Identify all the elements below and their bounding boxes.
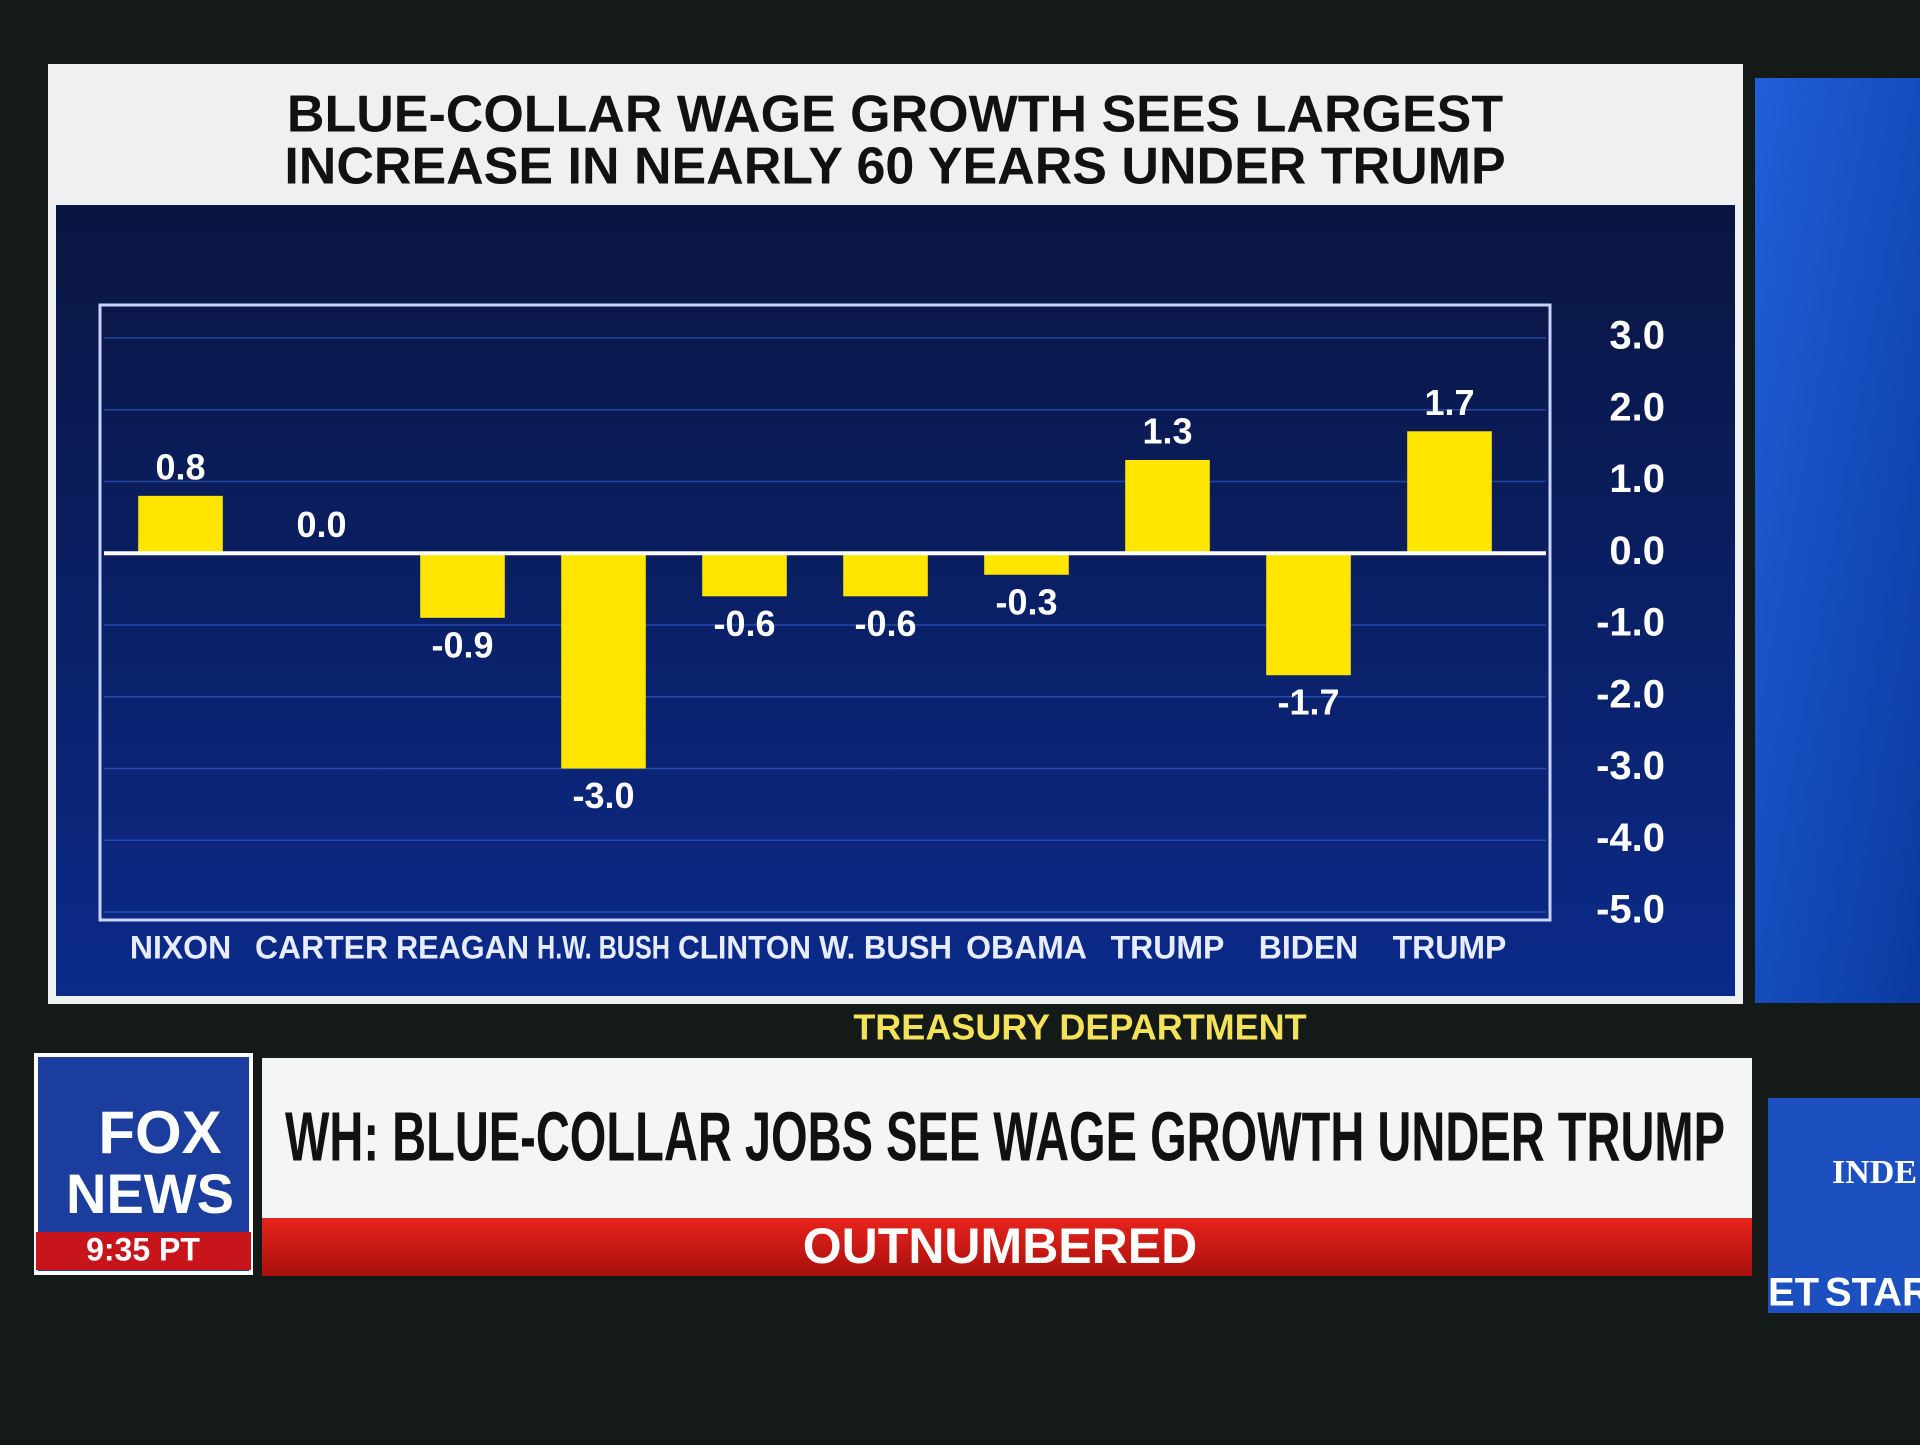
- headline-box: [262, 1058, 1752, 1218]
- side-promo: [1768, 1098, 1920, 1313]
- value-label: -3.0: [572, 775, 634, 816]
- y-tick-label: 0.0: [1609, 529, 1665, 573]
- x-tick-label: NIXON: [130, 929, 231, 965]
- bar: [702, 553, 787, 597]
- value-label: 1.7: [1424, 382, 1474, 423]
- side-panel: [1755, 78, 1920, 1003]
- bar: [1266, 553, 1351, 676]
- value-label: -1.7: [1277, 682, 1339, 723]
- x-tick-label: OBAMA: [966, 929, 1087, 965]
- bar: [1407, 431, 1492, 554]
- y-tick-label: -3.0: [1596, 744, 1665, 788]
- headline: WH: BLUE-COLLAR JOBS SEE WAGE GROWTH UND…: [285, 1097, 1725, 1175]
- time: 9:35 PT: [86, 1231, 200, 1267]
- value-label: -0.3: [995, 581, 1057, 622]
- chart-title: BLUE-COLLAR WAGE GROWTH SEES LARGEST: [287, 86, 1503, 144]
- y-tick-label: -4.0: [1596, 816, 1665, 860]
- y-tick-label: 1.0: [1609, 457, 1665, 501]
- show-bar: [262, 1218, 1752, 1276]
- side-text: ET: [1768, 1271, 1819, 1315]
- logo-text: NEWS: [66, 1162, 234, 1225]
- x-tick-label: CARTER: [255, 929, 388, 965]
- value-label: -0.6: [713, 603, 775, 644]
- chart-title: INCREASE IN NEARLY 60 YEARS UNDER TRUMP: [284, 138, 1505, 196]
- value-label: 0.0: [296, 504, 346, 545]
- chart-panel: [56, 205, 1735, 996]
- bar: [420, 553, 505, 618]
- bar: [561, 553, 646, 769]
- time-box: [36, 1232, 251, 1270]
- y-tick-label: -2.0: [1596, 672, 1665, 716]
- y-tick-label: 2.0: [1609, 385, 1665, 429]
- y-tick-label: -5.0: [1596, 888, 1665, 932]
- show-name: OUTNUMBERED: [803, 1218, 1197, 1274]
- y-tick-label: -1.0: [1596, 601, 1665, 645]
- x-tick-label: W. BUSH: [819, 929, 952, 965]
- source: TREASURY DEPARTMENT: [853, 1007, 1306, 1048]
- bar: [138, 495, 223, 554]
- logo-text: FOX: [98, 1099, 221, 1166]
- x-tick-label: TRUMP: [1111, 929, 1225, 965]
- side-text: INDE: [1832, 1154, 1917, 1191]
- bar: [1125, 459, 1210, 554]
- y-tick-label: 3.0: [1609, 314, 1665, 358]
- value-label: -0.6: [854, 603, 916, 644]
- x-tick-label: REAGAN: [396, 929, 529, 965]
- x-tick-label: TRUMP: [1393, 929, 1507, 965]
- side-text: STAR: [1825, 1271, 1920, 1315]
- x-tick-label: BIDEN: [1259, 929, 1359, 965]
- value-label: 1.3: [1142, 410, 1192, 451]
- value-label: 0.8: [155, 446, 205, 487]
- plot-border: [98, 303, 1552, 922]
- x-tick-label: CLINTON: [678, 929, 811, 965]
- bar: [984, 553, 1069, 575]
- value-label: -0.9: [431, 624, 493, 665]
- x-tick-label: H.W. BUSH: [537, 929, 670, 965]
- bar: [843, 553, 928, 597]
